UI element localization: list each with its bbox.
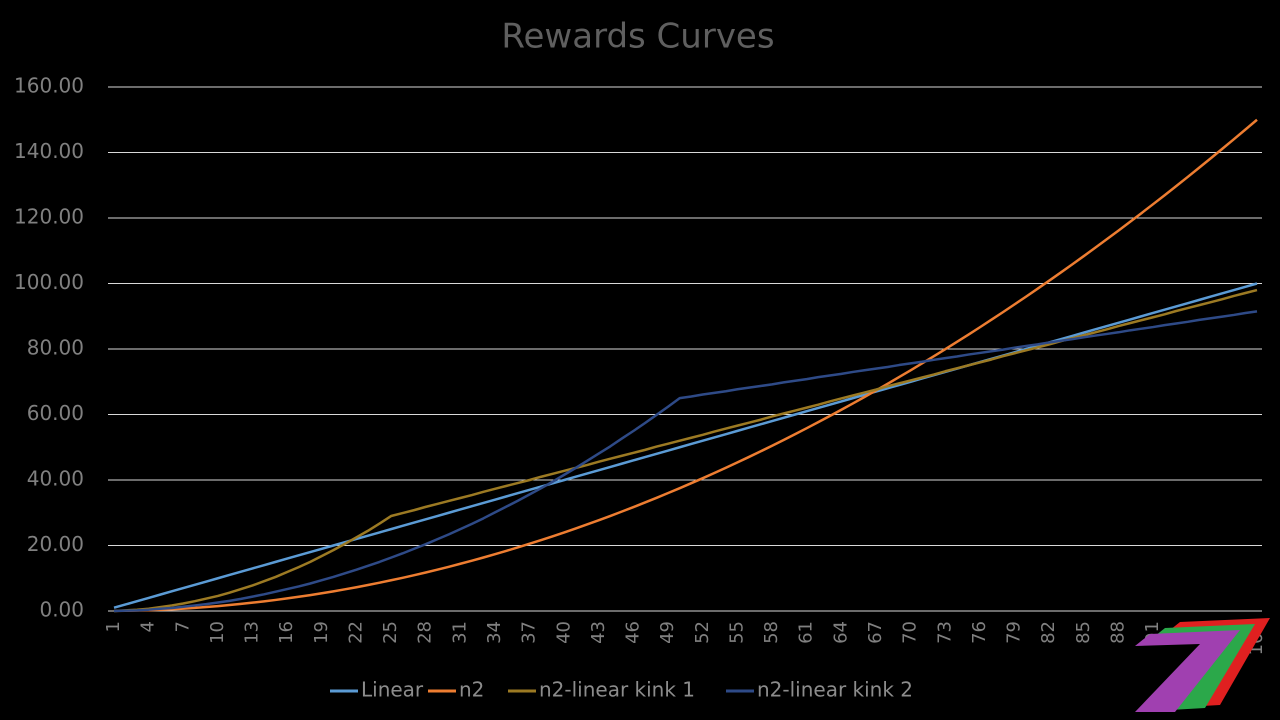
x-tick-label: 55 bbox=[726, 621, 747, 644]
x-tick-label: 16 bbox=[276, 621, 297, 644]
y-tick-label: 40.00 bbox=[27, 467, 84, 491]
series-line bbox=[113, 118, 1258, 613]
legend-label: n2-linear kink 2 bbox=[757, 678, 913, 702]
x-tick-label: 85 bbox=[1073, 621, 1094, 644]
y-tick-label: 20.00 bbox=[27, 532, 84, 556]
x-tick-label: 49 bbox=[657, 621, 678, 644]
y-tick-label: 60.00 bbox=[27, 401, 84, 425]
y-tick-label: 100.00 bbox=[14, 270, 84, 294]
x-tick-label: 28 bbox=[415, 621, 436, 644]
x-tick-label: 52 bbox=[692, 621, 713, 644]
x-tick-label: 37 bbox=[519, 621, 540, 644]
x-tick-label: 79 bbox=[1004, 621, 1025, 644]
x-tick-label: 76 bbox=[969, 621, 990, 644]
x-tick-label: 73 bbox=[934, 621, 955, 644]
legend-label: Linear bbox=[361, 678, 424, 702]
x-tick-label: 43 bbox=[588, 621, 609, 644]
x-tick-label: 58 bbox=[761, 621, 782, 644]
x-tick-label: 88 bbox=[1107, 621, 1128, 644]
x-tick-label: 13 bbox=[242, 621, 263, 644]
x-tick-label: 67 bbox=[865, 621, 886, 644]
series-line bbox=[113, 310, 1258, 613]
x-tick-label: 25 bbox=[380, 621, 401, 644]
x-tick-label: 1 bbox=[103, 621, 124, 632]
legend-label: n2-linear kink 1 bbox=[539, 678, 695, 702]
x-tick-label: 31 bbox=[449, 621, 470, 644]
y-tick-label: 80.00 bbox=[27, 336, 84, 360]
x-tick-label: 7 bbox=[172, 621, 193, 632]
x-tick-label: 61 bbox=[796, 621, 817, 644]
y-tick-label: 120.00 bbox=[14, 205, 84, 229]
logo bbox=[1135, 618, 1270, 712]
x-tick-label: 10 bbox=[207, 621, 228, 644]
chart-title: Rewards Curves bbox=[501, 17, 774, 57]
y-tick-label: 0.00 bbox=[39, 598, 84, 622]
x-tick-label: 19 bbox=[311, 621, 332, 644]
legend-label: n2 bbox=[459, 678, 484, 702]
x-tick-label: 70 bbox=[900, 621, 921, 644]
x-tick-label: 40 bbox=[553, 621, 574, 644]
x-tick-label: 4 bbox=[138, 621, 159, 632]
x-tick-label: 34 bbox=[484, 621, 505, 644]
y-tick-label: 140.00 bbox=[14, 139, 84, 163]
x-tick-label: 82 bbox=[1038, 621, 1059, 644]
x-tick-label: 64 bbox=[830, 621, 851, 644]
x-tick-label: 22 bbox=[345, 621, 366, 644]
x-tick-label: 46 bbox=[623, 621, 644, 644]
y-tick-label: 160.00 bbox=[14, 74, 84, 98]
series-line bbox=[113, 282, 1258, 609]
